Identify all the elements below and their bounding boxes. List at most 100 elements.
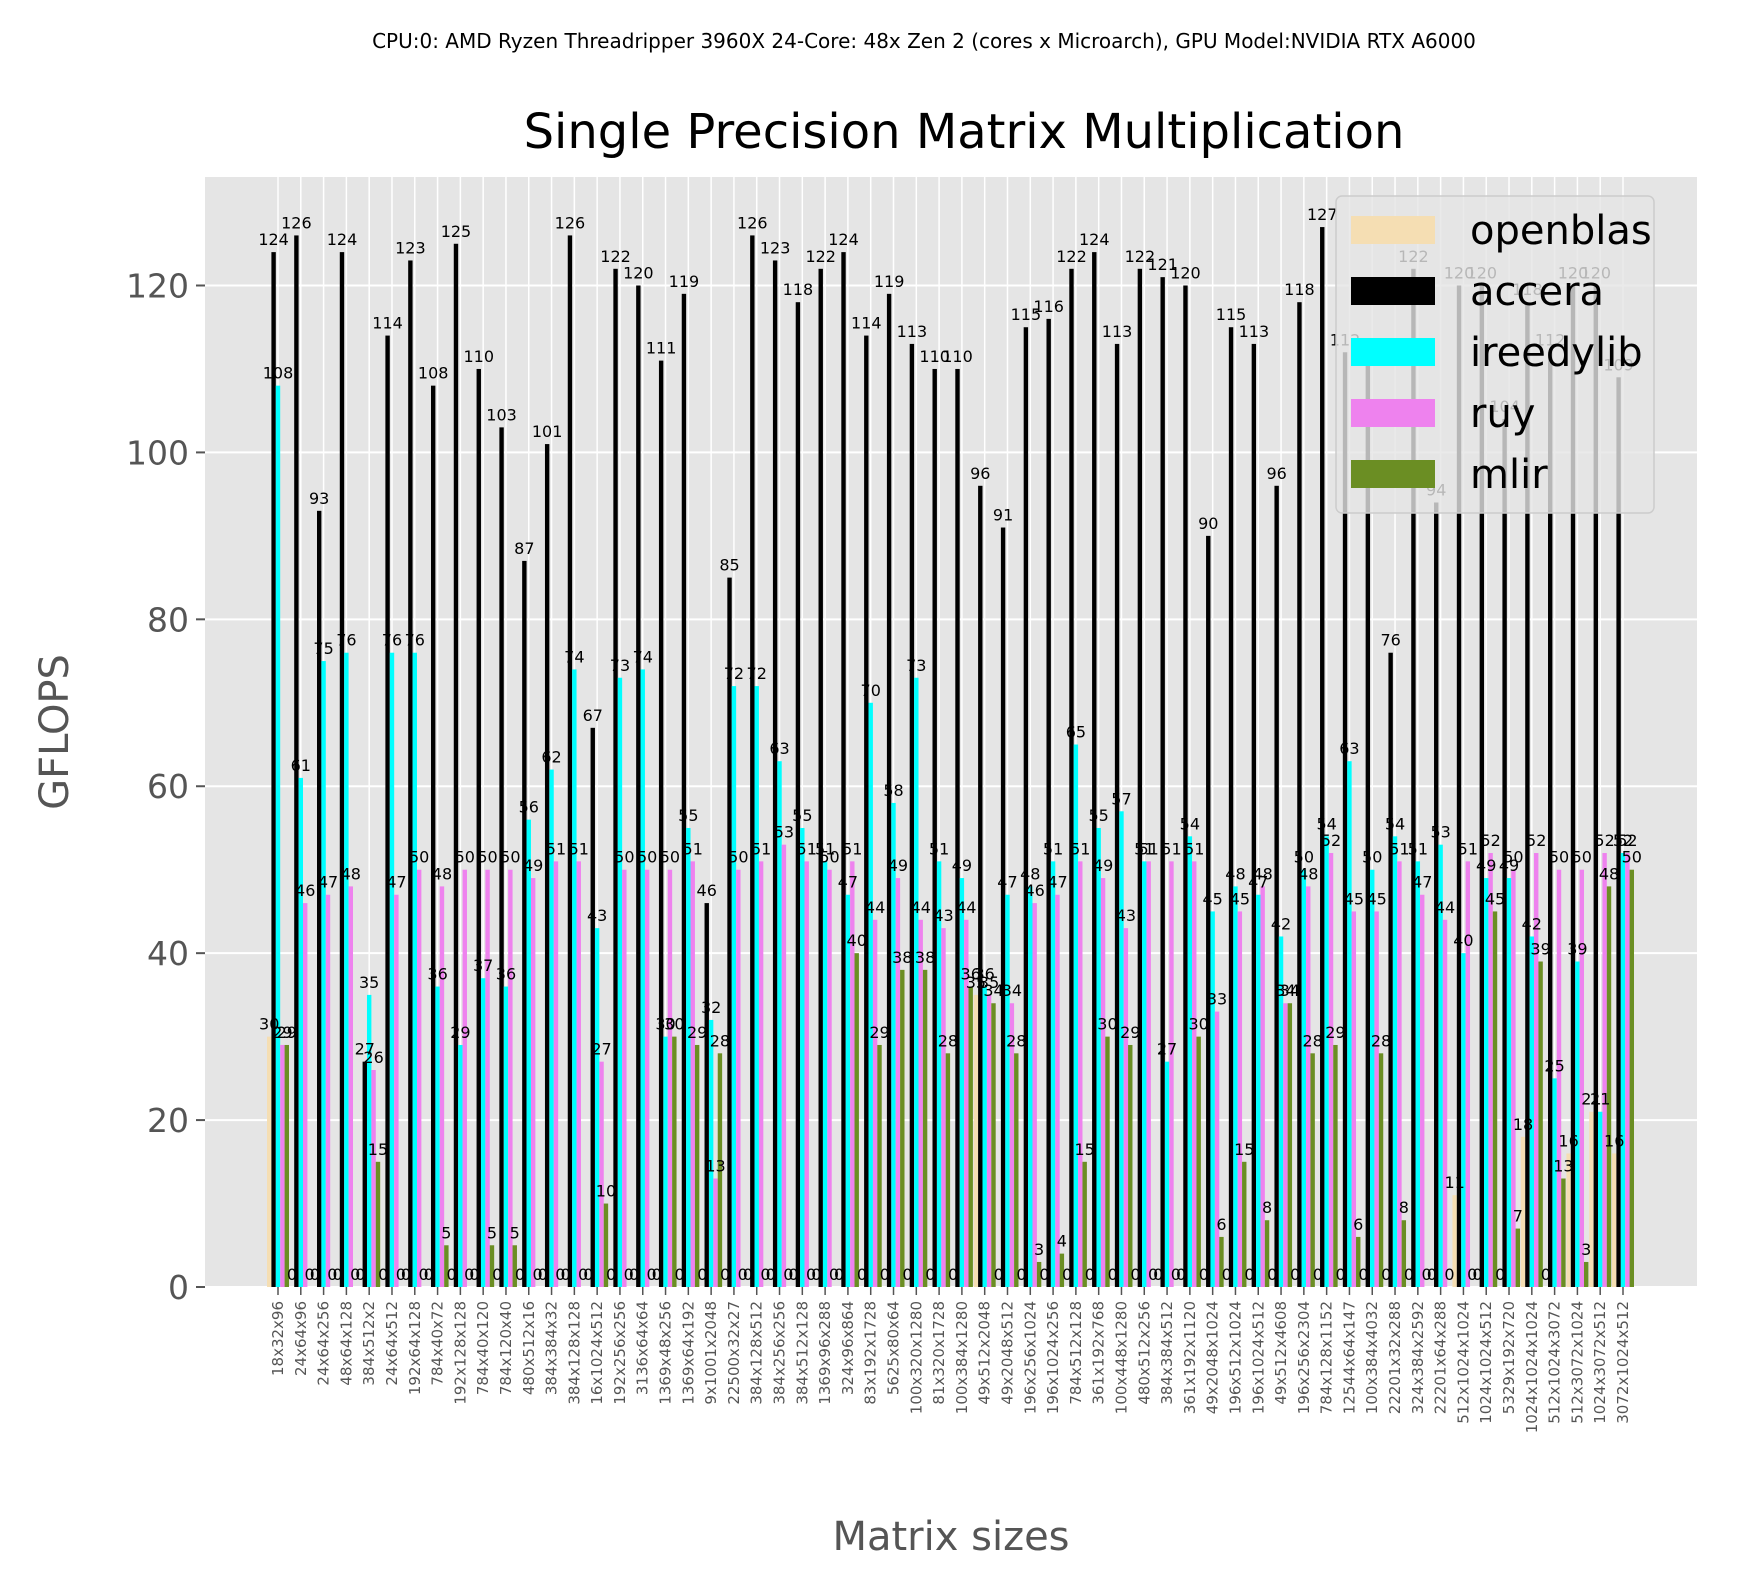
bar-value-label: 61 — [291, 756, 311, 775]
x-tick-label: 192x256x256 — [611, 1301, 629, 1405]
bar-value-label: 113 — [897, 322, 928, 341]
bar-value-label: 76 — [336, 631, 356, 650]
bar-ireedylib — [1484, 878, 1489, 1287]
bar-value-label: 101 — [532, 422, 563, 441]
bar-value-label: 0 — [1467, 1265, 1477, 1284]
bar-value-label: 52 — [1480, 831, 1500, 850]
bar-value-label: 6 — [1353, 1215, 1363, 1234]
legend-swatch-ireedylib — [1351, 338, 1435, 366]
bar-value-label: 30 — [259, 1015, 279, 1034]
bar-accera — [932, 368, 937, 1287]
bar-accera — [772, 260, 778, 1288]
bar-ireedylib — [868, 702, 873, 1287]
bar-accera — [1137, 268, 1143, 1287]
bar-mlir — [1515, 1228, 1521, 1287]
x-tick-label: 3136x64x64 — [634, 1301, 652, 1395]
bar-value-label: 48 — [432, 864, 452, 883]
bar-value-label: 28 — [1302, 1031, 1322, 1050]
bar-value-label: 29 — [272, 1023, 292, 1042]
bar-value-label: 30 — [655, 1015, 675, 1034]
bar-ruy — [690, 861, 695, 1287]
bar-value-label: 51 — [569, 839, 589, 858]
bar-value-label: 0 — [305, 1265, 315, 1284]
bar-ruy — [1078, 861, 1083, 1287]
bar-ruy — [964, 919, 969, 1287]
bar-accera — [1046, 318, 1051, 1287]
bar-value-label: 118 — [1284, 280, 1315, 299]
bar-value-label: 65 — [1066, 723, 1086, 742]
x-tick-label: 384x512x128 — [793, 1301, 811, 1405]
bar-accera — [522, 560, 527, 1287]
bar-ireedylib — [1050, 861, 1056, 1287]
bar-accera — [590, 727, 595, 1287]
bar-ruy — [1055, 894, 1060, 1287]
bar-value-label: 0 — [1176, 1265, 1186, 1284]
bar-value-label: 0 — [743, 1265, 753, 1284]
x-tick-label: 512x3072x1024 — [1568, 1301, 1586, 1424]
bar-mlir — [854, 953, 859, 1287]
bar-mlir — [991, 1003, 996, 1287]
bar-value-label: 15 — [1234, 1140, 1254, 1159]
bar-ruy — [758, 861, 764, 1287]
bar-ruy — [1511, 869, 1516, 1287]
bar-value-label: 0 — [464, 1265, 474, 1284]
bar-value-label: 28 — [938, 1031, 958, 1050]
x-tick-label: 384x384x32 — [543, 1301, 561, 1395]
bar-ireedylib — [1005, 894, 1010, 1287]
x-tick-label: 480x512x16 — [520, 1301, 538, 1395]
bar-value-label: 0 — [788, 1265, 798, 1284]
legend-swatch-accera — [1351, 277, 1435, 305]
bar-value-label: 0 — [1336, 1265, 1346, 1284]
x-tick-label: 1024x3072x512 — [1591, 1301, 1609, 1424]
bar-ireedylib — [1233, 886, 1238, 1287]
bar-mlir — [1036, 1261, 1042, 1287]
bar-value-label: 0 — [555, 1265, 565, 1284]
bar-value-label: 121 — [1147, 255, 1178, 274]
bar-value-label: 45 — [1344, 889, 1364, 908]
bar-value-label: 15 — [368, 1140, 388, 1159]
bar-accera — [1570, 285, 1576, 1288]
bar-ruy — [394, 894, 399, 1287]
legend-label-accera: accera — [1470, 269, 1604, 315]
bar-value-label: 51 — [1043, 839, 1063, 858]
x-tick-label: 81x320x1728 — [930, 1301, 948, 1405]
bar-accera — [1023, 327, 1029, 1287]
bar-value-label: 30 — [1097, 1015, 1117, 1034]
bar-value-label: 111 — [646, 339, 677, 358]
bar-ireedylib — [936, 861, 942, 1287]
bar-mlir — [877, 1044, 882, 1287]
bar-value-label: 50 — [477, 848, 497, 867]
bar-value-label: 50 — [637, 848, 657, 867]
bar-value-label: 0 — [806, 1265, 816, 1284]
bar-ireedylib — [1529, 936, 1535, 1287]
bar-value-label: 26 — [363, 1048, 383, 1067]
bar-ireedylib — [1415, 861, 1421, 1287]
bar-value-label: 0 — [396, 1265, 406, 1284]
bar-ireedylib — [1347, 761, 1352, 1287]
bar-ruy — [1169, 861, 1174, 1287]
bar-value-label: 72 — [747, 664, 767, 683]
bar-value-label: 57 — [1111, 789, 1131, 808]
bar-value-label: 0 — [925, 1265, 935, 1284]
bar-value-label: 0 — [578, 1265, 588, 1284]
bar-ireedylib — [800, 827, 805, 1287]
bar-ruy — [1283, 1003, 1288, 1287]
bar-value-label: 114 — [372, 314, 403, 333]
bar-accera — [1092, 252, 1097, 1287]
bar-ireedylib — [1096, 827, 1101, 1287]
bar-accera — [499, 427, 504, 1287]
bar-ruy — [508, 869, 513, 1287]
bar-ruy — [622, 869, 627, 1287]
y-tick-label: 0 — [168, 1268, 189, 1307]
bar-accera — [818, 268, 823, 1287]
bar-value-label: 126 — [555, 213, 586, 232]
bar-value-label: 51 — [1408, 839, 1428, 858]
bar-value-label: 124 — [327, 230, 358, 249]
bar-mlir — [1242, 1161, 1247, 1287]
bar-accera — [955, 368, 960, 1287]
bar-value-label: 48 — [1252, 864, 1272, 883]
bar-value-label: 0 — [1495, 1265, 1505, 1284]
chart-title: Single Precision Matrix Multiplication — [524, 104, 1405, 160]
bar-ruy — [804, 861, 809, 1287]
bar-openblas — [1589, 1111, 1594, 1287]
